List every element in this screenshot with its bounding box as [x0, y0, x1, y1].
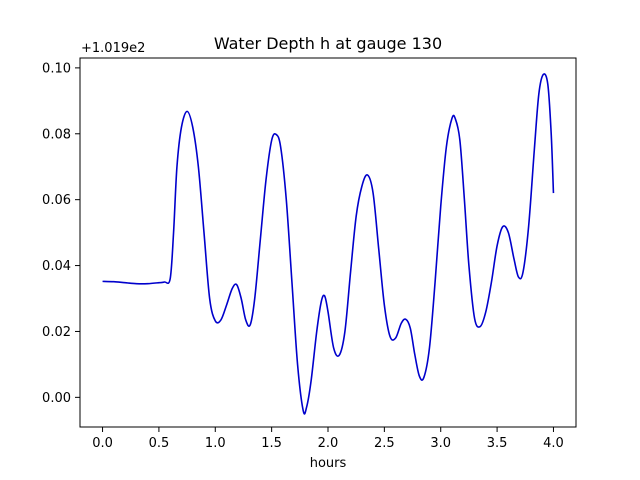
x-tick-label: 3.5 — [487, 436, 508, 451]
x-tick-label: 2.0 — [318, 436, 339, 451]
y-tick-label: 0.04 — [42, 259, 71, 274]
x-tick-label: 1.5 — [261, 436, 282, 451]
y-tick-label: 0.10 — [42, 61, 71, 76]
x-tick-label: 2.5 — [374, 436, 395, 451]
series-line — [102, 73, 555, 415]
y-tick-label: 0.06 — [42, 193, 71, 208]
y-tick-label: 0.02 — [42, 325, 71, 340]
axes-frame — [79, 57, 577, 428]
chart-title: Water Depth h at gauge 130 — [214, 34, 442, 53]
x-tick-label: 0.0 — [92, 436, 113, 451]
x-axis-label: hours — [310, 456, 347, 471]
x-tick-label: 1.0 — [205, 436, 226, 451]
y-axis: 0.00 0.02 0.04 0.06 0.08 0.10 — [42, 61, 80, 406]
y-offset-label: +1.019e2 — [81, 41, 145, 56]
x-tick-label: 4.0 — [543, 436, 564, 451]
x-tick-label: 3.0 — [430, 436, 451, 451]
plot-area — [79, 57, 577, 428]
y-tick-label: 0.00 — [42, 391, 71, 406]
y-tick-label: 0.08 — [42, 127, 71, 142]
x-tick-label: 0.5 — [149, 436, 170, 451]
x-axis: 0.0 0.5 1.0 1.5 2.0 2.5 3.0 3.5 4.0 — [92, 427, 564, 451]
